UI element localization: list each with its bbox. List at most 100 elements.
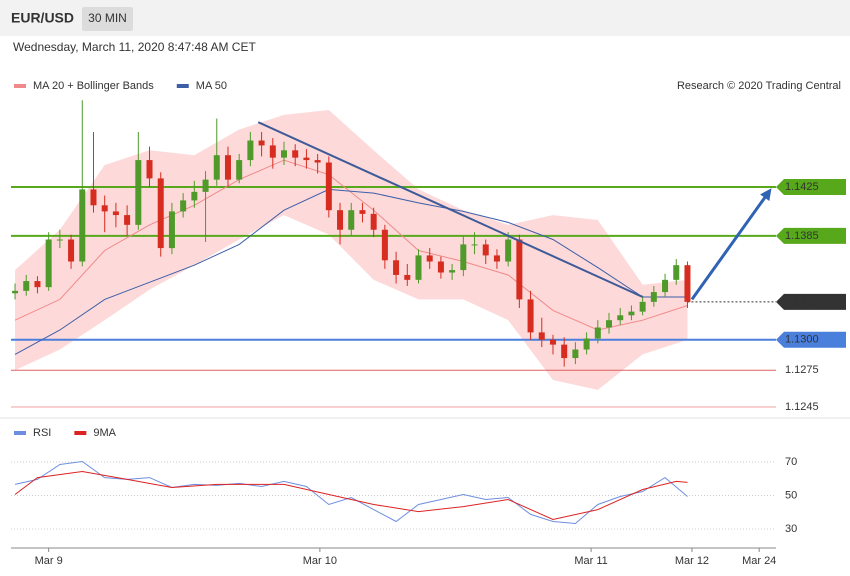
interval-label[interactable]: 30 MIN	[88, 11, 127, 25]
candle-body	[594, 327, 601, 339]
candle-body	[157, 178, 164, 249]
legend-swatch	[176, 84, 189, 88]
candle-body	[505, 239, 512, 262]
forecast-arrow	[690, 193, 769, 301]
level-label: 1.1331	[785, 296, 819, 308]
trendline	[257, 121, 644, 298]
candle-body	[381, 229, 388, 261]
candle-body	[572, 349, 579, 359]
indicator-line	[14, 470, 688, 521]
candle-body	[673, 265, 680, 280]
candle-body	[180, 200, 187, 212]
candle-body	[449, 270, 456, 273]
timestamp: Wednesday, March 11, 2020 8:47:48 AM CET	[13, 40, 256, 54]
candle-body	[628, 311, 635, 316]
level-tag	[776, 293, 846, 310]
candle-body	[359, 210, 366, 214]
level-label: 1.1245	[785, 401, 819, 413]
x-tick-label: Mar 9	[35, 555, 63, 567]
candle-body	[561, 344, 568, 359]
candle-body	[662, 279, 669, 293]
y-tick-label: 50	[785, 489, 797, 501]
legend-swatch	[14, 431, 26, 435]
candle-body	[404, 274, 411, 280]
candle-body	[168, 211, 175, 249]
candle-body	[650, 292, 657, 302]
candle-body	[370, 213, 377, 230]
y-tick-label: 30	[785, 523, 797, 535]
candle-body	[191, 191, 198, 201]
candle-body	[45, 239, 52, 288]
candle-body	[684, 265, 691, 302]
candle-body	[247, 140, 254, 161]
candle-body	[639, 301, 646, 312]
candle-body	[269, 145, 276, 158]
x-tick-label: Mar 12	[675, 555, 709, 567]
candle-body	[303, 157, 310, 161]
candle-body	[426, 255, 433, 262]
candle-body	[393, 260, 400, 275]
symbol: EUR/USD	[11, 10, 74, 26]
level-label: 1.1425	[785, 181, 819, 193]
y-tick-label: 70	[785, 456, 797, 468]
ma-line	[14, 159, 688, 331]
ma-line	[14, 188, 688, 355]
source-credit: Research © 2020 Trading Central	[677, 80, 841, 92]
x-tick-label: Mar 11	[574, 555, 607, 567]
candle-body	[56, 239, 63, 241]
candle-body	[538, 332, 545, 340]
candle-body	[236, 160, 243, 180]
candle-body	[348, 210, 355, 230]
candle-body	[482, 244, 489, 256]
candle-body	[281, 150, 288, 158]
candle-body	[617, 315, 624, 321]
legend-label: MA 50	[196, 80, 227, 92]
candle-body	[415, 255, 422, 280]
candle-body	[12, 290, 19, 294]
candle-body	[202, 179, 209, 192]
candle-body	[437, 261, 444, 273]
legend-label: 9MA	[93, 427, 116, 439]
level-tag	[776, 331, 846, 348]
candle-body	[135, 160, 142, 225]
candle-body	[146, 160, 153, 179]
candle-body	[471, 244, 478, 246]
level-tag	[776, 178, 846, 195]
candle-body	[460, 244, 467, 271]
candle-body	[516, 239, 523, 300]
legend-swatch	[14, 84, 26, 88]
x-tick-label: Mar 10	[303, 555, 337, 567]
level-label: 1.1385	[785, 230, 819, 242]
candle-body	[292, 150, 299, 158]
candle-body	[213, 155, 220, 180]
legend-label: MA 20 + Bollinger Bands	[33, 80, 154, 92]
indicator-line	[14, 460, 688, 525]
bollinger-band	[15, 109, 688, 390]
candle-body	[527, 299, 534, 333]
legend-label: RSI	[33, 427, 51, 439]
candle-body	[68, 239, 75, 262]
level-label: 1.1300	[785, 334, 819, 346]
header-bar	[0, 0, 850, 36]
candle-body	[224, 155, 231, 180]
candle-body	[549, 339, 556, 345]
candle-body	[90, 189, 97, 206]
candle-body	[583, 338, 590, 350]
level-tag	[776, 227, 846, 244]
candle-body	[101, 205, 108, 212]
candle-body	[493, 255, 500, 262]
candle-body	[34, 281, 41, 288]
candle-body	[314, 160, 321, 163]
interval-button[interactable]	[82, 7, 133, 31]
level-label: 1.1275	[785, 364, 819, 376]
arrow-head	[760, 188, 772, 202]
x-tick-label: Mar 24	[742, 555, 776, 567]
candle-body	[79, 189, 86, 262]
candle-body	[337, 210, 344, 230]
candle-body	[112, 211, 119, 216]
candle-body	[23, 281, 30, 291]
candle-body	[325, 162, 332, 211]
candle-body	[124, 215, 131, 225]
